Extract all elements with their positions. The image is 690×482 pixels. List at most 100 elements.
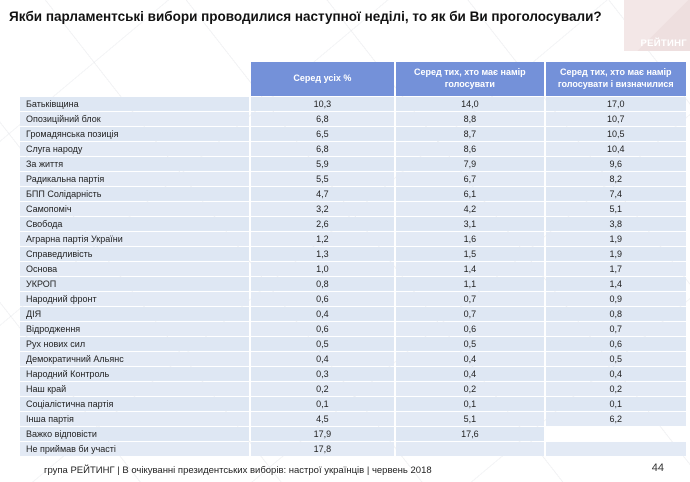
value-cell: 1,2 — [250, 232, 395, 246]
party-name-cell: Слуга народу — [20, 142, 249, 156]
poll-results-table: Серед усіх % Серед тих, хто має намір го… — [18, 61, 688, 457]
party-name-cell: Справедливість — [20, 247, 249, 261]
table-row: УКРОП 0,8 1,1 1,4 — [20, 277, 686, 291]
value-cell: 0,7 — [545, 322, 686, 336]
value-cell: 10,5 — [545, 127, 686, 141]
table-row: За життя 5,9 7,9 9,6 — [20, 157, 686, 171]
value-cell: 2,6 — [250, 217, 395, 231]
table-row: Самопоміч 3,2 4,2 5,1 — [20, 202, 686, 216]
party-name-cell: БПП Солідарність — [20, 187, 249, 201]
value-cell: 4,2 — [396, 202, 544, 216]
party-name-cell: Аграрна партія України — [20, 232, 249, 246]
value-cell: 5,9 — [250, 157, 395, 171]
value-cell: 5,1 — [545, 202, 686, 216]
value-cell: 3,1 — [396, 217, 544, 231]
value-cell: 0,6 — [545, 337, 686, 351]
value-cell: 10,4 — [545, 142, 686, 156]
party-name-cell: Свобода — [20, 217, 249, 231]
value-cell: 0,8 — [250, 277, 395, 291]
value-cell: 6,7 — [396, 172, 544, 186]
value-cell: 5,1 — [396, 412, 544, 426]
value-cell: 17,9 — [250, 427, 395, 441]
value-cell: 17,0 — [545, 97, 686, 111]
value-cell: 1,4 — [545, 277, 686, 291]
table-row: БПП Солідарність 4,7 6,1 7,4 — [20, 187, 686, 201]
rating-group-logo: РЕЙТИНГ — [624, 0, 690, 51]
table-row: Справедливість 1,3 1,5 1,9 — [20, 247, 686, 261]
value-cell: 0,6 — [396, 322, 544, 336]
value-cell: 1,6 — [396, 232, 544, 246]
table-header-row: Серед усіх % Серед тих, хто має намір го… — [20, 62, 686, 96]
column-header-intend-to-vote: Серед тих, хто має намір голосувати — [396, 62, 544, 96]
value-cell: 17,6 — [396, 427, 544, 441]
page-number: 44 — [651, 462, 664, 474]
table-row: Інша партія 4,5 5,1 6,2 — [20, 412, 686, 426]
party-name-cell: УКРОП — [20, 277, 249, 291]
page-title: Якби парламентські вибори проводилися на… — [9, 9, 602, 24]
value-cell: 0,5 — [545, 352, 686, 366]
table-row: Соціалістична партія 0,1 0,1 0,1 — [20, 397, 686, 411]
value-cell: 5,5 — [250, 172, 395, 186]
table-row: Важко відповісти 17,9 17,6 — [20, 427, 686, 441]
party-name-cell: Батьківщина — [20, 97, 249, 111]
column-header-among-all: Серед усіх % — [250, 62, 395, 96]
table-row: Слуга народу 6,8 8,6 10,4 — [20, 142, 686, 156]
table-row: Батьківщина 10,3 14,0 17,0 — [20, 97, 686, 111]
value-cell: 6,8 — [250, 112, 395, 126]
table-row: Відродження 0,6 0,6 0,7 — [20, 322, 686, 336]
party-name-cell: Самопоміч — [20, 202, 249, 216]
logo-text: РЕЙТИНГ — [640, 38, 687, 49]
value-cell: 3,2 — [250, 202, 395, 216]
value-cell — [545, 442, 686, 456]
value-cell: 8,6 — [396, 142, 544, 156]
party-name-cell: Демократичний Альянс — [20, 352, 249, 366]
value-cell: 9,6 — [545, 157, 686, 171]
table-row: Радикальна партія 5,5 6,7 8,2 — [20, 172, 686, 186]
party-name-cell: Відродження — [20, 322, 249, 336]
footer-source-text: група РЕЙТИНГ | В очікуванні президентсь… — [44, 465, 432, 476]
value-cell: 1,1 — [396, 277, 544, 291]
party-name-cell: За життя — [20, 157, 249, 171]
value-cell: 0,6 — [250, 292, 395, 306]
party-name-cell: Не приймав би участі — [20, 442, 249, 456]
value-cell: 0,1 — [545, 397, 686, 411]
column-header-intend-and-decided: Серед тих, хто має намір голосувати і ви… — [545, 62, 686, 96]
value-cell — [546, 427, 686, 441]
table-row: Народний фронт 0,6 0,7 0,9 — [20, 292, 686, 306]
value-cell: 1,5 — [396, 247, 544, 261]
value-cell: 0,4 — [396, 352, 544, 366]
party-name-cell: ДІЯ — [20, 307, 249, 321]
value-cell: 10,7 — [545, 112, 686, 126]
header-corner-cell — [20, 62, 249, 96]
party-name-cell: Рух нових сил — [20, 337, 249, 351]
value-cell: 4,5 — [250, 412, 395, 426]
value-cell: 7,9 — [396, 157, 544, 171]
value-cell: 0,5 — [250, 337, 395, 351]
value-cell: 7,4 — [545, 187, 686, 201]
table-row: Аграрна партія України 1,2 1,6 1,9 — [20, 232, 686, 246]
value-cell: 0,2 — [396, 382, 544, 396]
value-cell: 8,8 — [396, 112, 544, 126]
table-row: Громадянська позиція 6,5 8,7 10,5 — [20, 127, 686, 141]
value-cell: 3,8 — [545, 217, 686, 231]
value-cell: 10,3 — [250, 97, 395, 111]
value-cell: 0,4 — [250, 307, 395, 321]
value-cell: 8,7 — [396, 127, 544, 141]
party-name-cell: Народний Контроль — [20, 367, 249, 381]
party-name-cell: Важко відповісти — [20, 427, 249, 441]
value-cell: 6,2 — [545, 412, 686, 426]
value-cell: 0,2 — [250, 382, 395, 396]
value-cell: 0,3 — [250, 367, 395, 381]
value-cell: 1,7 — [545, 262, 686, 276]
value-cell: 1,3 — [250, 247, 395, 261]
poll-table-body: Батьківщина 10,3 14,0 17,0 Опозиційний блок 6… — [20, 97, 686, 456]
value-cell: 0,9 — [545, 292, 686, 306]
value-cell: 1,0 — [250, 262, 395, 276]
value-cell: 1,4 — [396, 262, 544, 276]
value-cell: 17,8 — [250, 442, 395, 456]
party-name-cell: Наш край — [20, 382, 249, 396]
value-cell: 0,1 — [396, 397, 544, 411]
party-name-cell: Соціалістична партія — [20, 397, 249, 411]
value-cell: 8,2 — [545, 172, 686, 186]
